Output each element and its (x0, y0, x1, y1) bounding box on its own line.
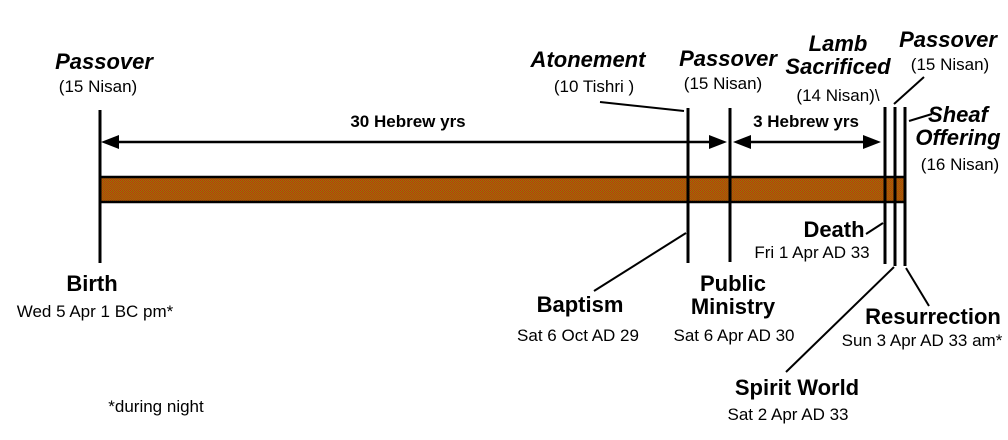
event-spirit-world-title: Spirit World (734, 375, 860, 400)
event-sheaf-offering-title: Sheaf Offering (915, 102, 1001, 150)
event-passover-ministry-title: Passover (679, 46, 777, 71)
duration-3-hebrew-years: 3 Hebrew yrs (753, 112, 859, 131)
event-passover-resurrection-title: Passover (899, 27, 997, 52)
arrow-3-years (733, 135, 881, 149)
connector-death (865, 222, 884, 235)
event-resurrection-title: Resurrection (865, 304, 1001, 329)
event-resurrection-date: Sun 3 Apr AD 33 am* (841, 331, 1003, 350)
footnote-during-night: *during night (108, 397, 204, 416)
event-baptism-date: Sat 6 Oct AD 29 (517, 326, 639, 345)
connector-resurrection (905, 267, 930, 307)
event-birth-title: Birth (66, 271, 118, 296)
event-passover-birth-date: (15 Nisan) (58, 77, 138, 96)
event-atonement-title: Atonement (530, 47, 646, 72)
event-birth-date: Wed 5 Apr 1 BC pm* (16, 302, 174, 321)
connector-baptism (593, 232, 687, 292)
event-public-ministry-title: Public Ministry (690, 271, 776, 319)
event-lamb-sacrificed-title: Lamb Sacrificed (785, 31, 891, 79)
event-spirit-world-date: Sat 2 Apr AD 33 (727, 405, 849, 424)
event-lamb-sacrificed-date: (14 Nisan)\ (796, 86, 880, 105)
event-sheaf-offering-date: (16 Nisan) (920, 155, 1000, 174)
event-passover-resurrection-date: (15 Nisan) (910, 55, 990, 74)
arrow-30-years (101, 135, 727, 149)
event-passover-ministry-date: (15 Nisan) (683, 74, 763, 93)
timeline-bar (98, 175, 907, 204)
connector-passover-resurrection (893, 76, 925, 105)
event-death-title: Death (803, 217, 865, 242)
event-death-date: Fri 1 Apr AD 33 (754, 243, 870, 262)
event-atonement-date: (10 Tishri ) (553, 77, 635, 96)
event-public-ministry-date: Sat 6 Apr AD 30 (673, 326, 795, 345)
connector-atonement (599, 101, 685, 112)
event-baptism-title: Baptism (536, 292, 624, 317)
connector-sheaf-offering (908, 113, 933, 122)
duration-30-hebrew-years: 30 Hebrew yrs (350, 112, 466, 131)
event-passover-birth-title: Passover (55, 49, 153, 74)
connector-spirit-world (785, 266, 895, 373)
